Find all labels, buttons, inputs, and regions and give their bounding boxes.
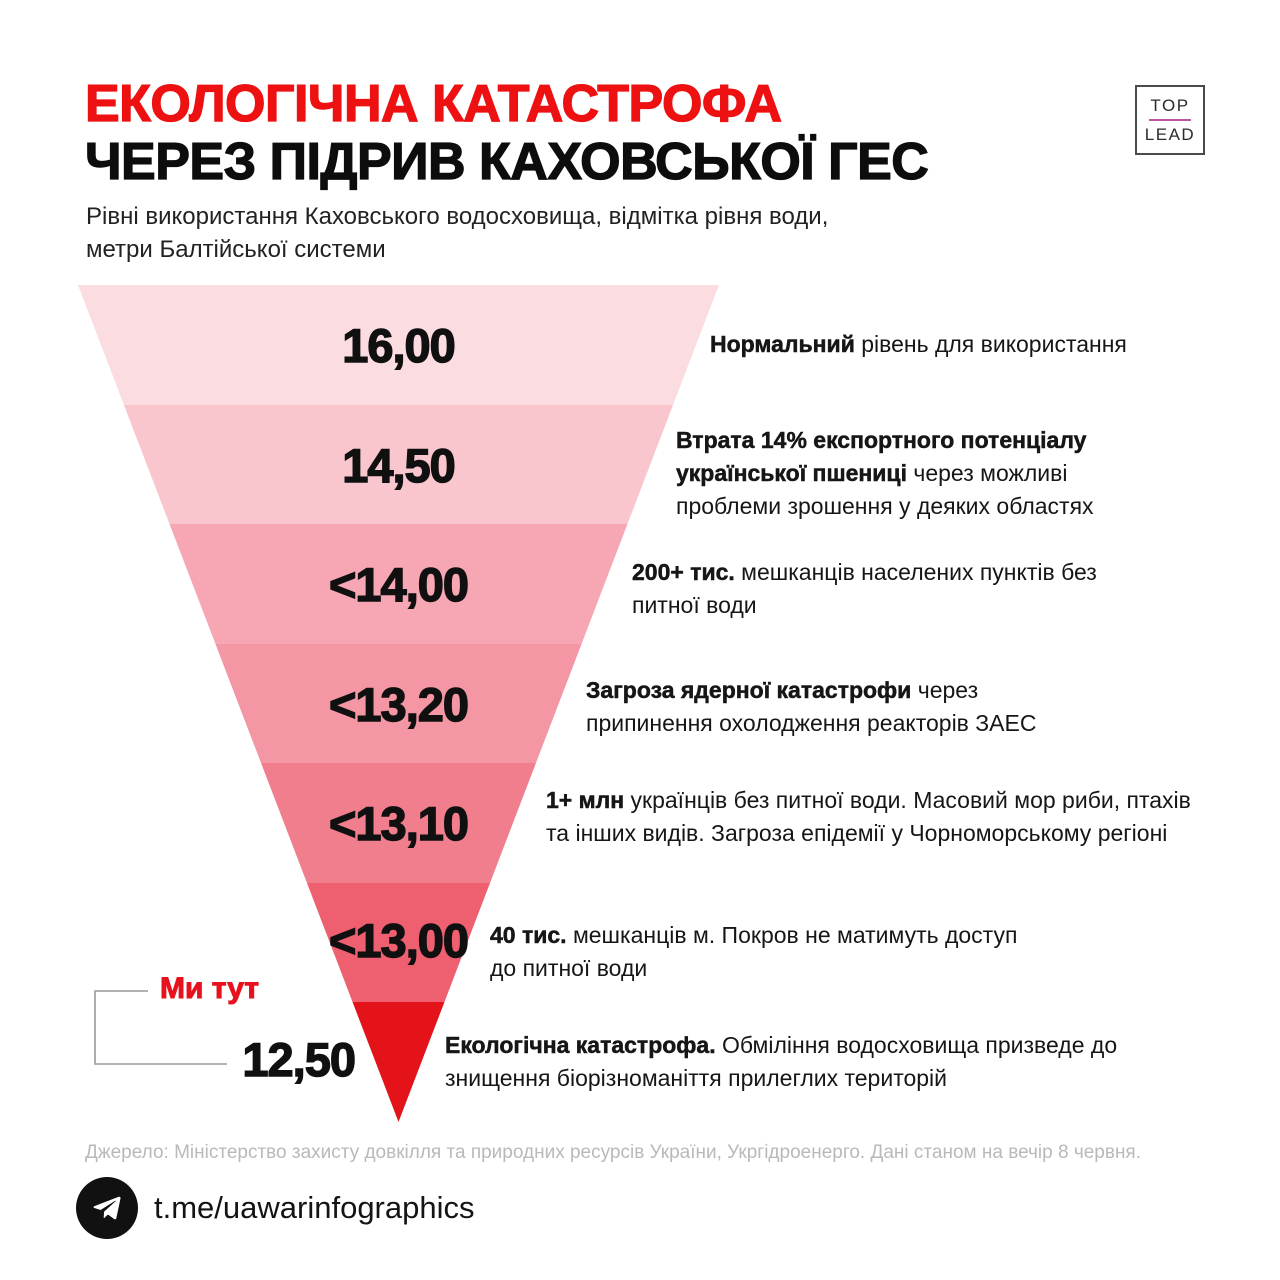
level-description-12-50: Екологічна катастрофа. Обміління водосхо…	[445, 1029, 1175, 1095]
channel-link[interactable]: t.me/uawarinfographics	[154, 1190, 475, 1225]
telegram-icon[interactable]	[76, 1177, 138, 1239]
desc-rest: через можливі проблеми зрошення у деяких…	[676, 460, 1094, 519]
we-are-here-bracket-line	[94, 990, 227, 1065]
desc-rest: через припинення охолодження реакторів З…	[586, 677, 1037, 736]
desc-rest: мешканців м. Покров не матимуть доступ д…	[490, 922, 1018, 981]
desc-rest: мешканців населених пунктів без питної в…	[632, 559, 1097, 618]
level-label-lt-13-20: <13,20	[328, 677, 469, 731]
desc-rest: рівень для використання	[854, 331, 1127, 357]
logo-top-text: TOP	[1150, 96, 1190, 115]
we-are-here-label: Ми тут	[160, 972, 260, 1006]
level-description-lt-14-00: 200+ тис. мешканців населених пунктів бе…	[632, 556, 1137, 622]
desc-bold: 40 тис.	[490, 922, 567, 949]
page-title-line2: ЧЕРЕЗ ПІДРИВ КАХОВСЬКОЇ ГЕС	[84, 133, 929, 191]
desc-bold: Загроза ядерної катастрофи	[586, 677, 912, 704]
top-lead-logo: TOP LEAD	[1135, 85, 1205, 155]
desc-rest: українців без питної води. Масовий мор р…	[546, 787, 1191, 846]
level-label-lt-14-00: <14,00	[328, 557, 469, 611]
level-label-lt-13-00: <13,00	[328, 913, 469, 967]
level-label-16-00: 16,00	[341, 318, 456, 372]
desc-bold: Екологічна катастрофа.	[445, 1032, 716, 1059]
level-description-16-00: Нормальний рівень для використання	[710, 328, 1230, 361]
chart-subtitle-line1: Рівні використання Каховського водосхови…	[86, 203, 829, 230]
desc-bold: Нормальний	[710, 331, 855, 358]
desc-bold: Втрата 14% експортного потенціалу україн…	[676, 427, 1087, 487]
chart-subtitle-line2: метри Балтійської системи	[86, 236, 386, 263]
level-label-12-50: 12,50	[242, 1032, 357, 1086]
level-label-14-50: 14,50	[341, 438, 456, 492]
desc-rest: Обміління водосховища призведе до знищен…	[445, 1032, 1118, 1091]
level-description-lt-13-10: 1+ млн українців без питної води. Масови…	[546, 784, 1206, 850]
desc-bold: 200+ тис.	[632, 559, 735, 586]
level-label-lt-13-10: <13,10	[328, 796, 469, 850]
level-description-14-50: Втрата 14% експортного потенціалу україн…	[676, 424, 1156, 523]
funnel-band-14-50	[78, 404, 719, 525]
source-text: Джерело: Міністерство захисту довкілля т…	[85, 1142, 1142, 1163]
level-description-lt-13-20: Загроза ядерної катастрофи через припине…	[586, 674, 1106, 740]
funnel-band-16-00	[78, 285, 719, 405]
level-description-lt-13-00: 40 тис. мешканців м. Покров не матимуть …	[490, 919, 1035, 985]
page-title-line1: ЕКОЛОГІЧНА КАТАСТРОФА	[84, 75, 782, 133]
desc-bold: 1+ млн	[546, 787, 625, 814]
logo-lead-text: LEAD	[1144, 125, 1196, 144]
paper-plane-icon	[93, 1196, 121, 1220]
logo-divider	[1149, 119, 1191, 121]
